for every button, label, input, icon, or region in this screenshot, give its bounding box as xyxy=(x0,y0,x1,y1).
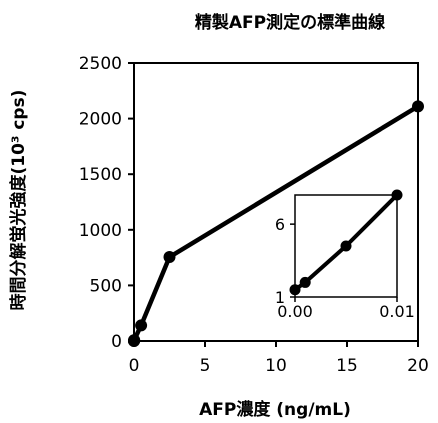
inset-y-tick-label: 6 xyxy=(275,215,285,234)
y-tick-label: 2000 xyxy=(79,110,122,130)
y-tick-label: 1000 xyxy=(79,221,122,241)
inset-x-tick-label: 0.00 xyxy=(277,302,313,321)
inset-series-line xyxy=(293,193,399,292)
y-tick-label: 1500 xyxy=(79,165,122,185)
data-point xyxy=(163,251,176,264)
chart-title: 精製AFP測定の標準曲線 xyxy=(195,12,385,33)
x-axis-label: AFP濃度 (ng/mL) xyxy=(199,399,351,420)
y-tick-label: 2500 xyxy=(79,54,122,74)
data-point xyxy=(135,319,148,332)
inset-plot: 0.00 0.01 1 6 xyxy=(275,189,415,321)
x-tick-label: 5 xyxy=(200,356,211,376)
x-tick-label: 0 xyxy=(129,356,140,376)
inset-x-tick-label: 0.01 xyxy=(379,302,415,321)
y-axis-label: 時間分解蛍光強度(10³ cps) xyxy=(8,90,29,311)
x-tick-label: 20 xyxy=(407,356,429,376)
data-point xyxy=(412,100,424,113)
inset-data-point xyxy=(340,240,352,252)
y-tick-label: 0 xyxy=(111,332,122,352)
inset-data-point xyxy=(299,276,311,288)
inset-data-point xyxy=(289,284,301,296)
main-plot: 0 5 10 15 20 0 500 1000 1500 2000 2500 xyxy=(79,54,429,376)
inset-data-point xyxy=(391,189,403,201)
data-point xyxy=(128,334,141,347)
y-tick-label: 500 xyxy=(90,276,122,296)
x-tick-label: 15 xyxy=(336,356,358,376)
inset-y-tick-label: 1 xyxy=(275,288,285,307)
x-tick-label: 10 xyxy=(265,356,287,376)
